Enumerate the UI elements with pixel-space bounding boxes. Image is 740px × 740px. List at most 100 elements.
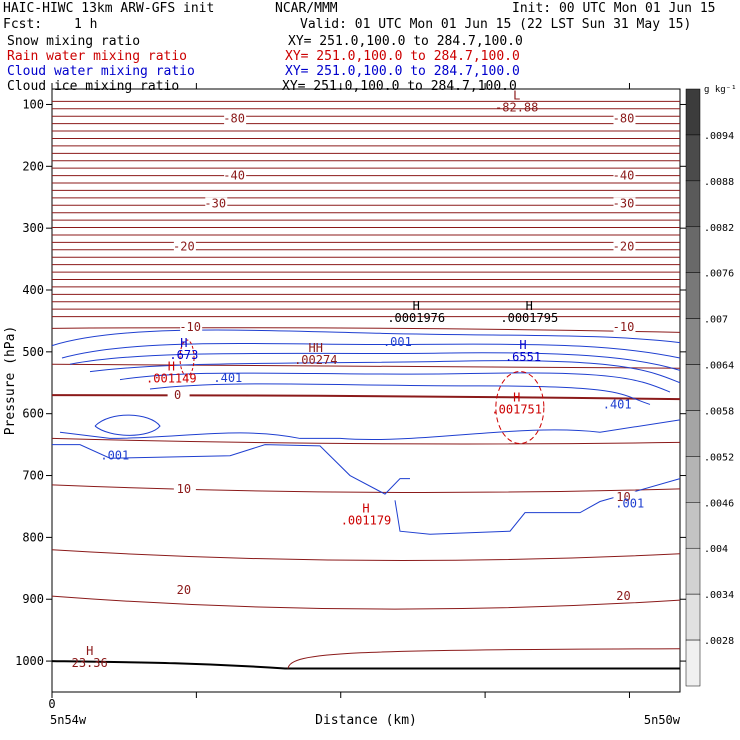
colorbar-label: .0082 <box>704 223 734 234</box>
y-tick-label: 400 <box>22 283 44 297</box>
colorbar-unit: g kg⁻¹ <box>704 85 737 95</box>
cloud-water-contour <box>394 478 681 535</box>
isotherm-label: -30 <box>204 196 226 210</box>
extremum-value: .0001795 <box>500 311 558 325</box>
y-tick-label: 600 <box>22 407 44 421</box>
extremum-value: .001179 <box>341 514 392 528</box>
isotherm-label: -20 <box>613 240 635 254</box>
isotherm-line <box>287 648 681 669</box>
y-tick-label: 100 <box>22 97 44 111</box>
isotherm-label: 10 <box>177 482 191 496</box>
cloud-water-contour <box>69 352 681 371</box>
extremum-mark: H <box>519 338 526 352</box>
fcst-value: 1 h <box>74 17 98 32</box>
label-background <box>613 240 636 253</box>
cloud-water-contour <box>119 372 671 393</box>
extremum-value: .0001976 <box>387 311 445 325</box>
label-background <box>205 197 228 210</box>
fcst-label: Fcst: <box>3 17 43 32</box>
field-cloudwater-name: Cloud water mixing ratio <box>7 64 195 79</box>
label-background <box>613 197 636 210</box>
isotherm-label: -40 <box>223 169 245 183</box>
label-background <box>613 169 636 182</box>
isotherm-label: 0 <box>174 388 181 402</box>
colorbar-segment <box>685 410 701 457</box>
isotherm-label: -80 <box>223 112 245 126</box>
x-zero-label: 0 <box>48 697 55 711</box>
colorbar-label: .004 <box>704 544 728 555</box>
isotherm-line <box>51 437 681 445</box>
field-rain-name: Rain water mixing ratio <box>7 49 188 64</box>
isotherm-label: -40 <box>613 169 635 183</box>
extremum-mark: H <box>86 644 93 658</box>
label-background <box>613 590 636 603</box>
y-tick-label: 300 <box>22 221 44 235</box>
title-center: NCAR/MMM <box>275 1 338 16</box>
x-left-label: 5n54w <box>50 713 87 727</box>
field-snow-name: Snow mixing ratio <box>7 34 141 49</box>
isotherm-line <box>51 394 681 401</box>
colorbar-label: .0088 <box>704 177 734 188</box>
colorbar-label: .0034 <box>704 590 734 601</box>
extremum-value: .001751 <box>491 402 542 416</box>
extremum-mark: H <box>513 390 520 404</box>
cloud-water-label: .001 <box>383 335 412 349</box>
colorbar-label: .0094 <box>704 131 734 142</box>
cloud-water-label: .001 <box>615 496 644 510</box>
isotherm-label: -30 <box>613 196 635 210</box>
colorbar-segment <box>685 364 701 411</box>
isotherm-line <box>51 327 681 333</box>
x-right-label: 5n50w <box>644 713 681 727</box>
extremum-value: .00274 <box>294 353 337 367</box>
colorbar-segment <box>685 318 701 365</box>
isotherm-label: 20 <box>616 589 630 603</box>
colorbar-label: .0046 <box>704 498 734 509</box>
isotherm-line <box>51 549 681 561</box>
extremum-mark: H <box>413 299 420 313</box>
field-cloudice-xy: XY= 251.0,100.0 to 284.7,100.0 <box>282 79 517 94</box>
colorbar-segment <box>685 456 701 503</box>
label-background <box>613 321 636 334</box>
y-tick-label: 900 <box>22 592 44 606</box>
field-cloudwater-xy: XY= 251.0,100.0 to 284.7,100.0 <box>285 64 520 79</box>
y-tick-label: 800 <box>22 530 44 544</box>
extremum-mark: H <box>180 336 187 350</box>
field-rain-xy: XY= 251.0,100.0 to 284.7,100.0 <box>285 49 520 64</box>
extremum-mark: H <box>168 359 175 373</box>
isotherm-label: -10 <box>613 320 635 334</box>
extremum-value: -82.88 <box>495 101 538 115</box>
colorbar-label: .0052 <box>704 452 734 463</box>
cloud-water-contour <box>61 342 681 359</box>
cloud-water-contour <box>59 419 681 441</box>
y-axis-title: Pressure (hPa) <box>3 326 18 436</box>
isotherm-line <box>51 363 681 369</box>
plot-frame <box>51 88 681 693</box>
colorbar-label: .007 <box>704 315 728 326</box>
y-tick-label: 700 <box>22 469 44 483</box>
extremum-value: .673 <box>169 348 198 362</box>
y-tick-label: 200 <box>22 159 44 173</box>
init-time: Init: 00 UTC Mon 01 Jun 15 <box>512 1 716 16</box>
isotherm-line <box>51 595 681 610</box>
cloud-water-label: .001 <box>100 449 129 463</box>
field-snow-xy: XY= 251.0,100.0 to 284.7,100.0 <box>288 34 523 49</box>
cloud-water-contour <box>51 329 681 347</box>
label-background <box>173 583 196 596</box>
extremum-value: 23.36 <box>72 656 108 670</box>
extremum-mark: L <box>513 89 520 103</box>
rain-water-contour <box>495 371 545 445</box>
colorbar-label: .0058 <box>704 406 734 417</box>
field-cloudice-name: Cloud ice mixing ratio <box>7 79 180 94</box>
extremum-mark: HH <box>309 341 323 355</box>
label-background <box>173 240 196 253</box>
colorbar-label: .0076 <box>704 269 734 280</box>
label-background <box>224 169 247 182</box>
isotherm-label: -80 <box>613 112 635 126</box>
isotherm-line <box>51 484 681 493</box>
label-background <box>180 321 203 334</box>
colorbar-segment <box>685 272 701 319</box>
extremum-mark: H <box>526 299 533 313</box>
colorbar-segment <box>685 502 701 549</box>
extremum-value: .6551 <box>505 350 541 364</box>
